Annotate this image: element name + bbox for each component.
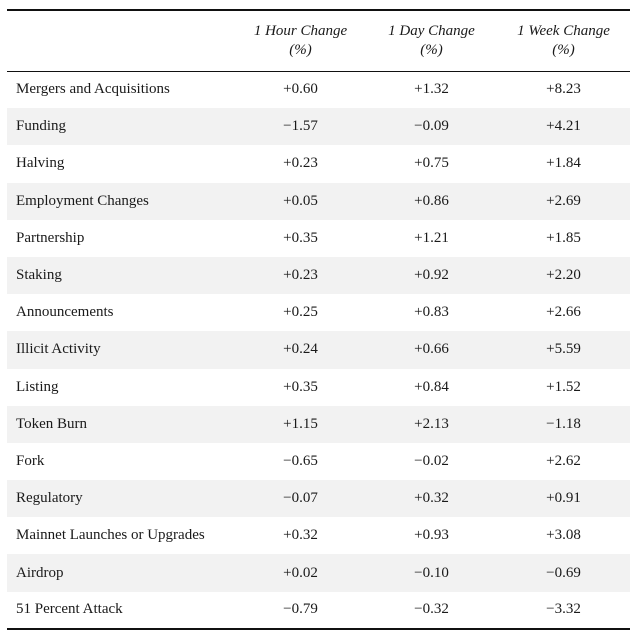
table-header: 1 Hour Change (%) 1 Day Change (%) 1 Wee… [7, 9, 630, 72]
hour-change-cell: +0.32 [283, 527, 318, 544]
event-price-change-table: 1 Hour Change (%) 1 Day Change (%) 1 Wee… [7, 9, 630, 630]
header-title: 1 Week Change [517, 22, 610, 39]
week-change-cell: −1.18 [546, 415, 581, 432]
hour-change-cell: −1.57 [283, 118, 318, 135]
day-change-cell: +2.13 [414, 415, 449, 432]
hour-change-cell: +0.23 [283, 155, 318, 172]
header-title: 1 Day Change [388, 22, 475, 39]
hour-change-cell: +0.05 [283, 192, 318, 209]
week-change-cell: +5.59 [546, 341, 581, 358]
day-change-cell: +1.21 [414, 229, 449, 246]
event-type-cell: Funding [16, 118, 67, 135]
week-change-cell: +1.84 [546, 155, 581, 172]
event-type-cell: Regulatory [16, 490, 83, 507]
week-change-cell: +8.23 [546, 81, 581, 98]
header-hour-change-column: 1 Hour Change (%) [235, 9, 366, 72]
hour-change-cell: +0.24 [283, 341, 318, 358]
hour-change-cell: −0.79 [235, 591, 366, 630]
week-change-cell: +2.69 [546, 192, 581, 209]
hour-change-cell: +0.60 [283, 81, 318, 98]
day-change-cell: +1.32 [414, 81, 449, 98]
day-change-cell: +0.83 [414, 304, 449, 321]
hour-change-cell: +1.15 [283, 415, 318, 432]
table-row: Listing +0.35 +0.84 +1.52 [7, 369, 630, 406]
event-type-cell: Listing [16, 378, 59, 395]
header-day-change-column: 1 Day Change (%) [366, 9, 497, 72]
table-row: Employment Changes +0.05 +0.86 +2.69 [7, 182, 630, 220]
day-change-cell: −0.02 [414, 452, 449, 469]
hour-change-cell: +0.35 [283, 378, 318, 395]
week-change-cell: +1.52 [546, 378, 581, 395]
event-type-cell: Illicit Activity [16, 341, 101, 358]
event-type-cell: Partnership [16, 229, 85, 246]
header-unit: (%) [289, 41, 312, 58]
day-change-cell: +0.84 [414, 378, 449, 395]
week-change-cell: +3.08 [546, 527, 581, 544]
hour-change-cell: −0.07 [283, 490, 318, 507]
table-row: Illicit Activity +0.24 +0.66 +5.59 [7, 331, 630, 369]
day-change-cell: +0.93 [414, 527, 449, 544]
table-row: Staking +0.23 +0.92 +2.20 [7, 256, 630, 295]
week-change-cell: −0.69 [546, 564, 581, 581]
event-type-cell: Halving [16, 155, 65, 172]
week-change-cell: −3.32 [497, 591, 630, 630]
event-type-cell: Token Burn [16, 415, 88, 432]
day-change-cell: −0.10 [414, 564, 449, 581]
table-row: Fork −0.65 −0.02 +2.62 [7, 443, 630, 480]
table-row: Token Burn +1.15 +2.13 −1.18 [7, 405, 630, 443]
table-row: 51 Percent Attack −0.79 −0.32 −3.32 [7, 591, 630, 630]
header-week-change-column: 1 Week Change (%) [497, 9, 630, 72]
table-row: Funding −1.57 −0.09 +4.21 [7, 108, 630, 146]
day-change-cell: +0.92 [414, 267, 449, 284]
table-row: Airdrop +0.02 −0.10 −0.69 [7, 554, 630, 592]
day-change-cell: +0.75 [414, 155, 449, 172]
day-change-cell: −0.32 [366, 591, 497, 630]
day-change-cell: −0.09 [414, 118, 449, 135]
event-type-cell: Fork [16, 452, 45, 469]
hour-change-cell: +0.23 [283, 267, 318, 284]
event-type-cell: 51 Percent Attack [7, 591, 235, 630]
header-title: 1 Hour Change [253, 22, 348, 39]
week-change-cell: +2.62 [546, 452, 581, 469]
week-change-cell: +2.20 [546, 267, 581, 284]
event-type-cell: Mergers and Acquisitions [16, 81, 170, 98]
header-row: 1 Hour Change (%) 1 Day Change (%) 1 Wee… [7, 9, 630, 72]
hour-change-cell: +0.02 [283, 564, 318, 581]
event-type-cell: Announcements [16, 304, 114, 321]
table-body: Mergers and Acquisitions +0.60 +1.32 +8.23 F… [7, 71, 630, 630]
table-row: Partnership +0.35 +1.21 +1.85 [7, 220, 630, 257]
event-price-change-table-container: 1 Hour Change (%) 1 Day Change (%) 1 Wee… [7, 9, 630, 630]
header-unit: (%) [552, 41, 575, 58]
day-change-cell: +0.66 [414, 341, 449, 358]
table-row: Regulatory −0.07 +0.32 +0.91 [7, 480, 630, 518]
week-change-cell: +1.85 [546, 229, 581, 246]
hour-change-cell: −0.65 [283, 452, 318, 469]
event-type-cell: Airdrop [16, 564, 64, 581]
table-row: Halving +0.23 +0.75 +1.84 [7, 145, 630, 182]
week-change-cell: +4.21 [546, 118, 581, 135]
table-row: Mergers and Acquisitions +0.60 +1.32 +8.23 [7, 71, 630, 108]
table-row: Announcements +0.25 +0.83 +2.66 [7, 294, 630, 331]
week-change-cell: +2.66 [546, 304, 581, 321]
week-change-cell: +0.91 [546, 490, 581, 507]
hour-change-cell: +0.35 [283, 229, 318, 246]
hour-change-cell: +0.25 [283, 304, 318, 321]
event-type-cell: Employment Changes [16, 192, 149, 209]
event-type-cell: Staking [16, 267, 62, 284]
day-change-cell: +0.32 [414, 490, 449, 507]
table-row: Mainnet Launches or Upgrades +0.32 +0.93 +3… [7, 517, 630, 554]
header-event-column [7, 9, 235, 72]
event-type-cell: Mainnet Launches or Upgrades [16, 527, 205, 544]
day-change-cell: +0.86 [414, 192, 449, 209]
header-unit: (%) [420, 41, 443, 58]
